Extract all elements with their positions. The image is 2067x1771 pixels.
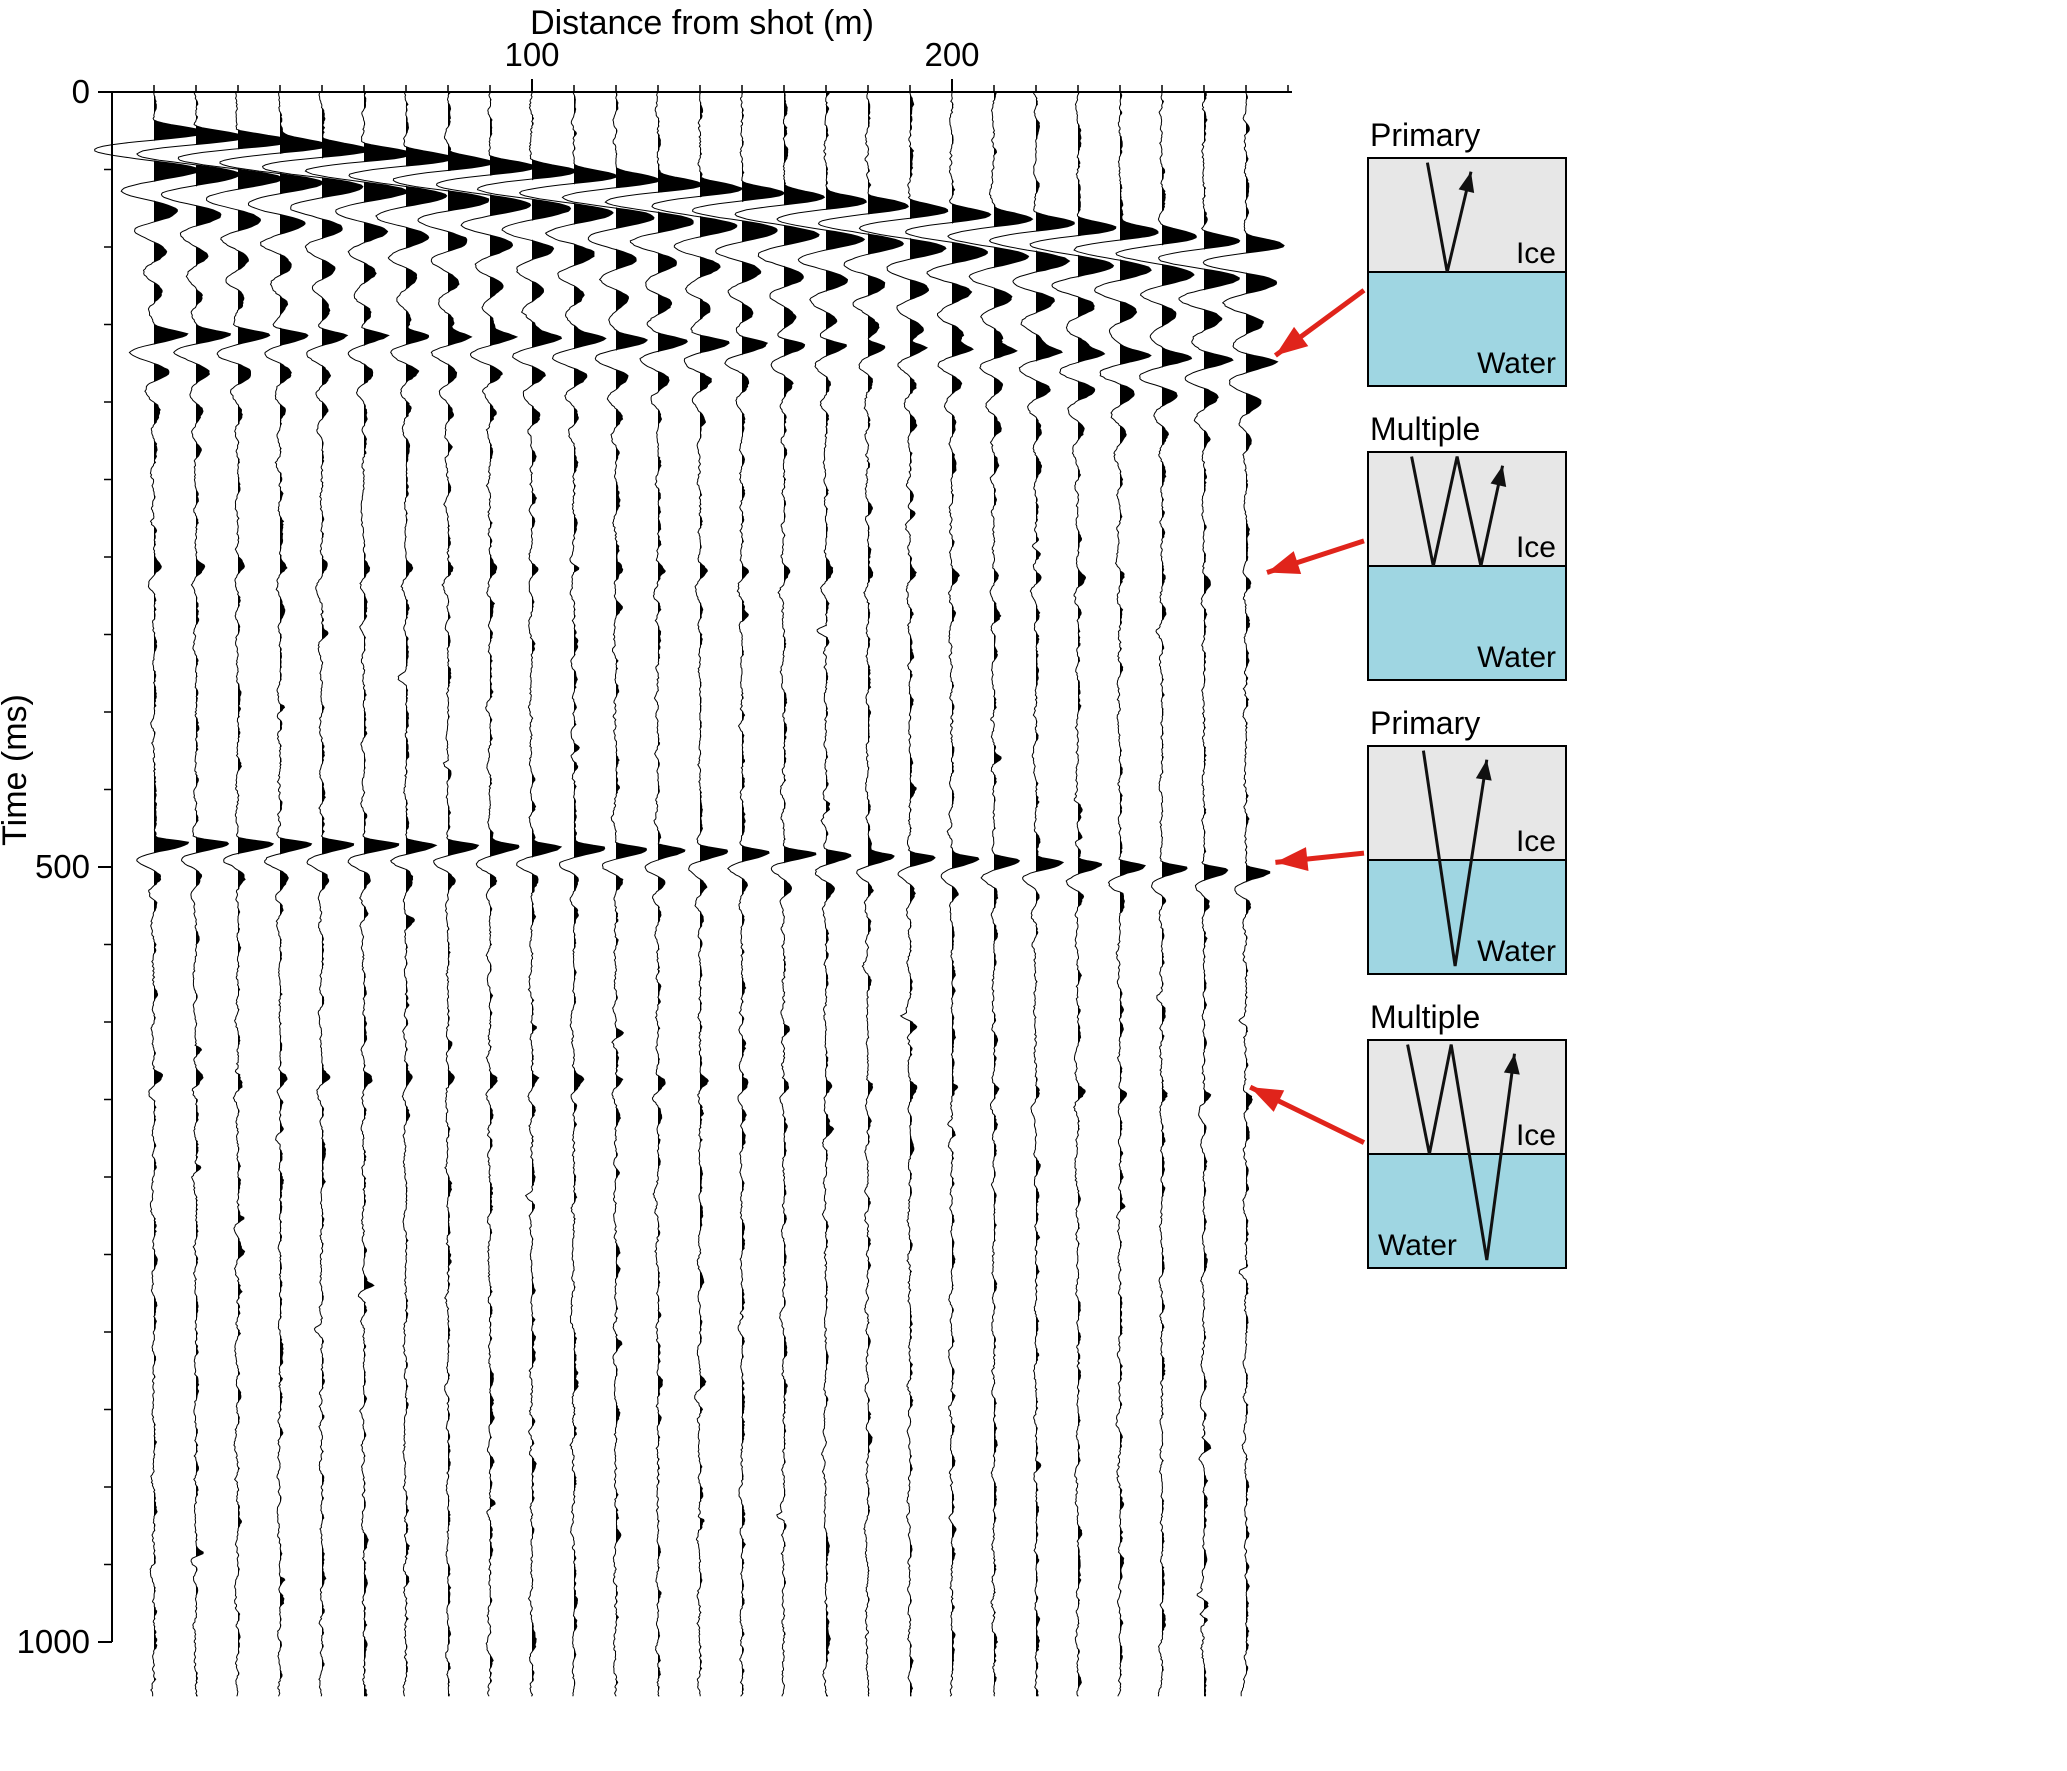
trace-fill bbox=[406, 92, 453, 1697]
trace-wiggle bbox=[651, 91, 743, 1697]
trace-fill bbox=[658, 92, 703, 1697]
trace-wiggle bbox=[261, 91, 370, 1697]
ice-label: Ice bbox=[1516, 825, 1556, 858]
inset-title: Primary bbox=[1370, 705, 1480, 741]
trace-fill bbox=[784, 92, 825, 1697]
trace-fill bbox=[952, 92, 991, 1697]
inset-title: Multiple bbox=[1370, 411, 1480, 447]
ray-path bbox=[1421, 750, 1492, 967]
trace-wiggle bbox=[776, 91, 867, 1697]
trace-wiggle bbox=[988, 91, 1075, 1697]
ice-layer-box bbox=[1367, 157, 1567, 273]
trace-wiggle bbox=[435, 91, 537, 1697]
inset-3-multiple: Multiple Ice Water bbox=[1367, 999, 1567, 1269]
ray-path bbox=[1406, 1044, 1520, 1261]
trace-fill bbox=[910, 92, 948, 1697]
ray-path bbox=[1425, 162, 1475, 273]
ice-label: Ice bbox=[1516, 1119, 1556, 1152]
trace-wiggle bbox=[1202, 91, 1285, 1697]
trace-wiggle bbox=[304, 91, 412, 1697]
water-layer-box bbox=[1367, 271, 1567, 387]
x-tick-label: 100 bbox=[504, 36, 559, 73]
trace-wiggle bbox=[136, 91, 247, 1697]
event-annotation-arrows bbox=[1249, 288, 1366, 1145]
trace-wiggle bbox=[947, 91, 1034, 1697]
trace-fill bbox=[1204, 92, 1240, 1697]
trace-wiggle bbox=[219, 91, 328, 1697]
y-tick-label: 500 bbox=[35, 848, 90, 885]
trace-wiggle bbox=[604, 91, 704, 1697]
trace-fill bbox=[322, 92, 370, 1697]
trace-fill bbox=[532, 92, 577, 1697]
trace-fill bbox=[868, 92, 909, 1697]
trace-wiggle bbox=[1158, 91, 1241, 1697]
water-layer-box bbox=[1367, 1153, 1567, 1269]
trace-wiggle bbox=[905, 91, 992, 1697]
y-tick-label: 0 bbox=[72, 73, 90, 110]
trace-wiggle bbox=[734, 91, 826, 1697]
trace-wiggle bbox=[392, 91, 495, 1697]
y-tick-label: 1000 bbox=[17, 1623, 90, 1660]
trace-fill bbox=[994, 92, 1033, 1697]
water-layer-box bbox=[1367, 565, 1567, 681]
water-label: Water bbox=[1477, 641, 1556, 674]
trace-fill bbox=[826, 92, 867, 1697]
trace-wiggle bbox=[476, 91, 578, 1697]
trace-wiggle bbox=[1115, 91, 1197, 1697]
trace-wiggle bbox=[817, 91, 909, 1697]
inset-1-multiple: Multiple Ice Water bbox=[1367, 411, 1567, 681]
trace-fill bbox=[1036, 92, 1075, 1697]
trace-wiggle bbox=[858, 91, 949, 1697]
trace-wiggle bbox=[692, 91, 785, 1697]
x-axis-title: Distance from shot (m) bbox=[530, 4, 874, 42]
ray-path-insets: Primary Ice Water Multiple Ice Water Primary Ic… bbox=[1367, 117, 1567, 1269]
arrow-to-water-bottom-peg-leg-multiple bbox=[1249, 1084, 1366, 1145]
inset-0-primary: Primary Ice Water bbox=[1367, 117, 1567, 387]
trace-wiggle bbox=[1029, 91, 1117, 1697]
trace-wiggle bbox=[348, 91, 454, 1697]
trace-wiggle bbox=[518, 91, 618, 1697]
arrow-to-water-bottom-primary bbox=[1275, 847, 1365, 871]
trace-fill bbox=[1246, 92, 1285, 1697]
trace-fill bbox=[1162, 92, 1197, 1697]
water-label: Water bbox=[1477, 935, 1556, 968]
trace-wiggle bbox=[94, 91, 206, 1697]
trace-fill bbox=[700, 92, 742, 1697]
inset-title: Multiple bbox=[1370, 999, 1480, 1035]
ice-label: Ice bbox=[1516, 237, 1556, 270]
water-label: Water bbox=[1477, 347, 1556, 380]
trace-fill bbox=[742, 92, 785, 1697]
arrow-to-ice-bottom-primary bbox=[1273, 288, 1366, 358]
seismic-trace-panel bbox=[94, 91, 1285, 1697]
ice-label: Ice bbox=[1516, 531, 1556, 564]
trace-wiggle bbox=[561, 91, 660, 1697]
y-axis-title: Time (ms) bbox=[0, 694, 34, 846]
trace-fill bbox=[616, 92, 660, 1697]
x-tick-label: 200 bbox=[924, 36, 979, 73]
trace-fill bbox=[280, 92, 328, 1697]
water-label: Water bbox=[1378, 1229, 1457, 1262]
trace-wiggle bbox=[177, 91, 291, 1697]
inset-title: Primary bbox=[1370, 117, 1480, 153]
ice-layer-box bbox=[1367, 1039, 1567, 1155]
arrow-to-ice-bottom-multiple bbox=[1266, 538, 1365, 575]
trace-fill bbox=[574, 92, 617, 1697]
axes: 100 200 0 500 1000 bbox=[17, 36, 1292, 1660]
trace-wiggle bbox=[1073, 91, 1159, 1697]
trace-fill bbox=[196, 92, 246, 1697]
ice-layer-box bbox=[1367, 745, 1567, 861]
trace-fill bbox=[490, 92, 536, 1697]
inset-2-primary: Primary Ice Water bbox=[1367, 705, 1567, 975]
trace-fill bbox=[154, 92, 205, 1697]
ray-path bbox=[1410, 456, 1507, 567]
